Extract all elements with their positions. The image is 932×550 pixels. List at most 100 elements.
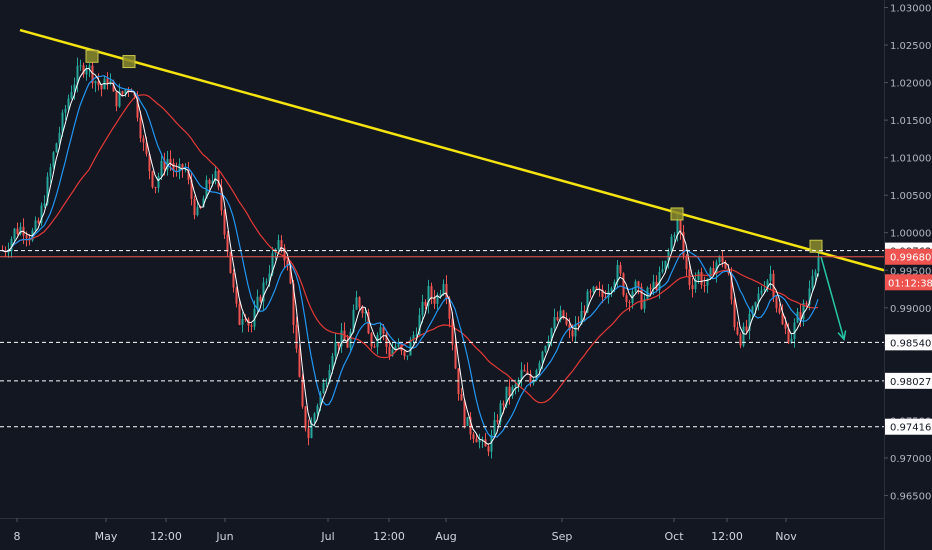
candle-body	[127, 89, 130, 91]
trendline-touch-marker	[122, 55, 136, 69]
candle-body	[550, 328, 553, 341]
candle-body	[397, 344, 400, 347]
price-axis-label: 1.01000	[890, 154, 931, 165]
candle-body	[463, 400, 466, 426]
candle-body	[679, 219, 682, 233]
drawing-overlays	[19, 28, 885, 341]
candle-body	[94, 81, 97, 84]
candle-body	[190, 179, 193, 199]
candle-body	[208, 180, 211, 184]
candle-body	[727, 268, 730, 274]
candle-body	[136, 95, 139, 118]
candle-body	[34, 220, 37, 231]
candle-body	[79, 65, 82, 67]
candle-body	[43, 203, 46, 206]
candle-body	[13, 228, 16, 239]
candle-body	[334, 342, 337, 356]
candle-body	[664, 260, 667, 270]
candle-body	[184, 168, 187, 170]
candle-body	[145, 142, 148, 155]
price-axis-tags: 0.997620.996800.985400.980270.9741601:12…	[885, 242, 932, 435]
candle-body	[529, 373, 532, 384]
candle-body	[337, 342, 340, 347]
candle-body	[604, 297, 607, 299]
candle-body	[496, 420, 499, 423]
plot-area[interactable]	[1, 57, 820, 459]
candle-body	[331, 355, 334, 370]
candle-body	[277, 240, 280, 250]
candle-body	[466, 417, 469, 426]
time-axis-label: 12:00	[373, 530, 405, 543]
resistance-trendline[interactable]	[19, 28, 885, 272]
candle-body	[58, 132, 61, 144]
candle-body	[439, 293, 442, 296]
candle-body	[265, 281, 268, 283]
candle-body	[451, 318, 454, 345]
price-axis-label: 0.96500	[890, 491, 931, 502]
candle-body	[76, 65, 79, 85]
candle-body	[241, 318, 244, 325]
candle-body	[568, 324, 571, 331]
candle-body	[298, 348, 301, 377]
candle-body	[652, 281, 655, 289]
price-level-tag-label: 0.98540	[890, 338, 931, 349]
candle-body	[346, 340, 349, 348]
time-axis-label: May	[95, 530, 118, 543]
candle-body	[778, 308, 781, 313]
candle-body	[217, 170, 220, 188]
candle-body	[373, 346, 376, 348]
candle-body	[640, 286, 643, 309]
candle-body	[493, 420, 496, 435]
candle-body	[379, 327, 382, 336]
candle-body	[64, 108, 67, 113]
candle-body	[328, 369, 331, 383]
trendline-touch-marker	[809, 239, 823, 253]
candle-body	[739, 334, 742, 346]
candle-body	[97, 81, 100, 86]
candle-body	[364, 311, 367, 314]
candle-body	[448, 298, 451, 319]
candle-body	[769, 273, 772, 281]
time-axis[interactable]: 8 May 12:00 Jun Jul 12:00 Aug Sep Oct 12:00 Nov	[14, 518, 798, 543]
candle-body	[157, 176, 160, 188]
candle-body	[616, 265, 619, 283]
candle-body	[718, 256, 721, 263]
candle-body	[592, 286, 595, 292]
price-axis-label: 1.02000	[890, 79, 931, 90]
candle-body	[361, 307, 364, 314]
candle-body	[571, 330, 574, 337]
candle-body	[16, 228, 19, 234]
candle-body	[787, 328, 790, 343]
ma-mid-line	[1, 75, 819, 438]
candle-body	[109, 81, 112, 84]
candle-body	[235, 287, 238, 304]
candle-body	[634, 281, 637, 292]
candle-body	[793, 322, 796, 340]
candle-body	[55, 143, 58, 153]
candle-body	[358, 297, 361, 308]
time-axis-label: Aug	[435, 530, 456, 543]
price-axis-label: 1.00500	[890, 191, 931, 202]
time-axis-label: 8	[14, 530, 21, 543]
candle-body	[244, 318, 247, 320]
candle-body	[211, 180, 214, 184]
candle-body	[745, 326, 748, 331]
candle-body	[259, 296, 262, 302]
candle-body	[475, 438, 478, 443]
candle-body	[295, 324, 298, 349]
candle-body	[784, 324, 787, 329]
candle-body	[46, 176, 49, 204]
candle-body	[88, 65, 91, 69]
candle-body	[385, 333, 388, 347]
candle-body	[316, 405, 319, 414]
candle-body	[577, 324, 580, 326]
candle-body	[121, 91, 124, 94]
candle-body	[376, 335, 379, 348]
candle-body	[805, 302, 808, 305]
candle-body	[505, 386, 508, 406]
candle-body	[469, 417, 472, 435]
candle-body	[556, 317, 559, 320]
time-axis-label: 12:00	[711, 530, 743, 543]
